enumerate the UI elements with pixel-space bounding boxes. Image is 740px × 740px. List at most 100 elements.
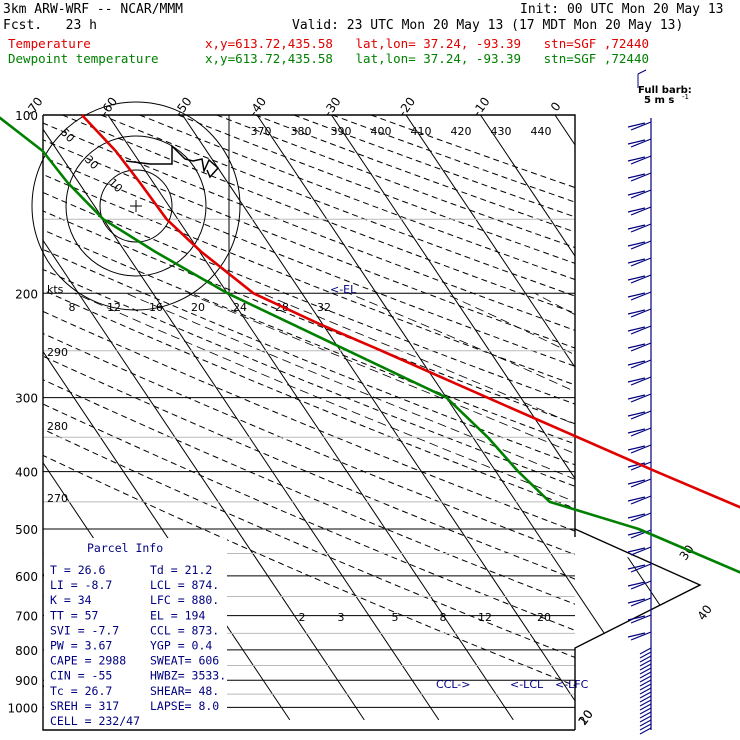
init-time: Init: 00 UTC Mon 20 May 13 — [520, 2, 724, 17]
level-marker: <-LCL — [510, 678, 544, 691]
wind-barb — [630, 342, 652, 352]
wind-barb — [627, 173, 646, 179]
isotherm-label: 40 — [695, 602, 715, 623]
wind-barbs: Full barb:5 m s -1 — [627, 69, 692, 735]
hodograph-scale-label: 8 — [69, 301, 76, 314]
wind-barb — [639, 679, 652, 687]
wind-barb — [630, 172, 652, 182]
isotherm-line — [256, 115, 663, 721]
wind-barb — [630, 410, 652, 420]
parcel-info-value: Td = 21.2 — [150, 563, 212, 577]
hodograph-scale-label: 20 — [191, 301, 205, 314]
wind-barb — [630, 291, 652, 301]
wind-barb — [627, 275, 646, 281]
wind-barb — [627, 377, 646, 383]
pressure-label: 1000 — [7, 701, 38, 715]
wind-barb — [639, 719, 652, 727]
wind-barb — [639, 647, 652, 655]
isotherm-line — [480, 115, 700, 721]
pressure-label: 100 — [15, 109, 38, 123]
dry-adiabat — [43, 248, 575, 466]
hodograph-scale-label: 32 — [317, 301, 331, 314]
wind-barb — [639, 703, 652, 711]
parcel-info-value: EL = 194 — [150, 608, 205, 622]
plot-frame-left — [42, 115, 575, 731]
full-barb-unit: 5 m s — [644, 95, 674, 106]
wind-barb — [627, 428, 646, 434]
dry-adiabat — [43, 403, 575, 631]
theta-label: 420 — [451, 125, 472, 138]
parcel-info-background — [44, 538, 227, 729]
wind-barb — [627, 564, 646, 570]
wind-barb — [630, 376, 652, 386]
wind-barb — [639, 667, 652, 675]
hodograph-ring-label: 50 — [58, 126, 77, 145]
wind-barb — [627, 258, 646, 264]
parcel-info-value: LFC = 880. — [150, 593, 219, 607]
full-barb-unit-exponent: -1 — [682, 93, 689, 101]
full-barb-sample — [637, 69, 647, 75]
moist-adiabat — [74, 292, 575, 503]
dewpoint-station-info: x,y=613.72,435.58 lat,lon= 37.24, -93.39… — [205, 51, 650, 66]
wind-barb — [639, 695, 652, 703]
wind-barb — [639, 723, 652, 731]
wind-barb — [630, 359, 652, 369]
parcel-info-value: LCL = 874. — [150, 578, 219, 592]
parcel-info-value: SWEAT= 606 — [150, 654, 219, 668]
wind-barb — [630, 223, 652, 233]
wind-barb — [627, 462, 646, 468]
wind-barb — [639, 715, 652, 723]
isotherm-line — [182, 115, 589, 721]
wind-barb — [627, 394, 646, 400]
mixing-ratio-label: 12 — [478, 611, 492, 624]
pressure-label: 200 — [15, 287, 38, 301]
mixing-ratio-label: 2 — [299, 611, 306, 624]
pressure-label: 400 — [15, 466, 38, 480]
wind-barb — [630, 274, 652, 284]
parcel-info-value: CAPE = 2988 — [50, 654, 126, 668]
mixing-ratio-label: 20 — [537, 611, 551, 624]
isotherm-line — [107, 115, 514, 721]
wind-barb — [630, 512, 652, 522]
parcel-info-value: K = 34 — [50, 593, 92, 607]
wind-barb — [627, 479, 646, 485]
dewpoint-legend: Dewpoint temperature — [8, 51, 159, 66]
wind-barb — [630, 597, 652, 607]
model-title: 3km ARW-WRF -- NCAR/MMM — [3, 2, 184, 17]
wind-barb — [627, 496, 646, 502]
theta-label: 410 — [411, 125, 432, 138]
hodograph-trace — [125, 144, 220, 179]
hodograph-scale-label: 16 — [149, 301, 163, 314]
temperature-station-info: x,y=613.72,435.58 lat,lon= 37.24, -93.39… — [205, 36, 650, 51]
wind-barb — [627, 326, 646, 332]
parcel-info-value: SVI = -7.7 — [50, 623, 119, 637]
dry-adiabat — [293, 115, 575, 218]
mixing-ratio-label: 5 — [392, 611, 399, 624]
hodograph-ring-label: 30 — [82, 153, 101, 172]
wind-barb — [630, 631, 652, 641]
wind-barb — [627, 241, 646, 247]
dry-adiabat-label: 280 — [47, 420, 68, 433]
parcel-info-value: Tc = 26.7 — [50, 684, 112, 698]
wind-barb — [627, 445, 646, 451]
dewpoint-profile — [0, 116, 740, 574]
mixing-ratio-label: 3 — [338, 611, 345, 624]
parcel-info-value: LI = -8.7 — [50, 578, 112, 592]
level-marker: <-LFC — [555, 678, 589, 691]
plot-frame-top — [43, 114, 576, 537]
dry-adiabat-label: 290 — [47, 346, 68, 359]
hodograph-scale-label: 12 — [107, 301, 121, 314]
isotherm-label: 20 — [576, 707, 596, 728]
dry-adiabat-label: 270 — [47, 492, 68, 505]
wind-barb — [630, 478, 652, 488]
parcel-info-value: SHEAR= 48. — [150, 684, 219, 698]
mixing-ratio-label: 8 — [440, 611, 447, 624]
wind-barb — [627, 632, 646, 638]
wind-barb — [630, 240, 652, 250]
wind-barb — [627, 513, 646, 519]
wind-barb — [630, 393, 652, 403]
wind-barb — [627, 615, 646, 621]
wind-barb — [630, 546, 652, 556]
wind-barb — [630, 189, 652, 199]
